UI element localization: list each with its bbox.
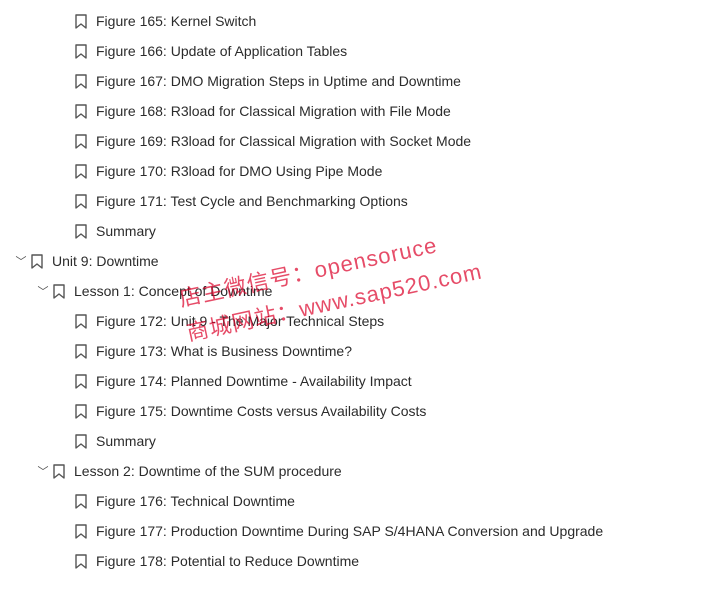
tree-item-label: Figure 172: Unit 9 - The Major Technical… — [90, 313, 384, 329]
tree-item-label: Figure 176: Technical Downtime — [90, 493, 295, 509]
bookmark-icon — [72, 374, 90, 389]
tree-item[interactable]: ﹀Figure 165: Kernel Switch — [0, 6, 728, 36]
tree-item-label: Figure 165: Kernel Switch — [90, 13, 256, 29]
tree-item-label: Figure 167: DMO Migration Steps in Uptim… — [90, 73, 461, 89]
tree-item-label: Figure 170: R3load for DMO Using Pipe Mo… — [90, 163, 382, 179]
bookmark-icon — [72, 434, 90, 449]
tree-item[interactable]: ﹀Summary — [0, 426, 728, 456]
bookmark-icon — [72, 524, 90, 539]
bookmark-icon — [72, 194, 90, 209]
bookmark-icon — [72, 14, 90, 29]
tree-item-label: Figure 171: Test Cycle and Benchmarking … — [90, 193, 408, 209]
tree-item[interactable]: ﹀Figure 174: Planned Downtime - Availabi… — [0, 366, 728, 396]
tree-item-label: Unit 9: Downtime — [46, 253, 159, 269]
chevron-down-icon[interactable]: ﹀ — [36, 283, 50, 299]
bookmark-icon — [28, 254, 46, 269]
tree-group[interactable]: ﹀ Lesson 1: Concept of Downtime — [0, 276, 728, 306]
bookmark-icon — [50, 284, 68, 299]
tree-item-label: Figure 173: What is Business Downtime? — [90, 343, 352, 359]
tree-item[interactable]: ﹀Figure 178: Potential to Reduce Downtim… — [0, 546, 728, 576]
bookmark-icon — [72, 44, 90, 59]
tree-item[interactable]: ﹀Summary — [0, 216, 728, 246]
tree-item[interactable]: ﹀Figure 172: Unit 9 - The Major Technica… — [0, 306, 728, 336]
tree-item-label: Summary — [90, 433, 156, 449]
tree-item-label: Figure 175: Downtime Costs versus Availa… — [90, 403, 426, 419]
tree-item-label: Figure 177: Production Downtime During S… — [90, 523, 603, 539]
tree-item[interactable]: ﹀Figure 166: Update of Application Table… — [0, 36, 728, 66]
bookmark-icon — [72, 314, 90, 329]
bookmark-icon — [72, 224, 90, 239]
tree-item-label: Lesson 1: Concept of Downtime — [68, 283, 272, 299]
tree-item[interactable]: ﹀Figure 177: Production Downtime During … — [0, 516, 728, 546]
tree-item-label: Figure 169: R3load for Classical Migrati… — [90, 133, 471, 149]
tree-item[interactable]: ﹀Figure 176: Technical Downtime — [0, 486, 728, 516]
tree-item[interactable]: ﹀Figure 173: What is Business Downtime? — [0, 336, 728, 366]
bookmark-tree: ﹀Figure 165: Kernel Switch﹀Figure 166: U… — [0, 0, 728, 582]
bookmark-icon — [72, 164, 90, 179]
tree-item-label: Figure 166: Update of Application Tables — [90, 43, 347, 59]
bookmark-icon — [72, 404, 90, 419]
tree-item[interactable]: ﹀Figure 169: R3load for Classical Migrat… — [0, 126, 728, 156]
tree-item-label: Figure 178: Potential to Reduce Downtime — [90, 553, 359, 569]
tree-item[interactable]: ﹀Figure 168: R3load for Classical Migrat… — [0, 96, 728, 126]
bookmark-icon — [72, 344, 90, 359]
tree-item-label: Summary — [90, 223, 156, 239]
bookmark-icon — [50, 464, 68, 479]
tree-item[interactable]: ﹀Figure 171: Test Cycle and Benchmarking… — [0, 186, 728, 216]
tree-item-label: Figure 174: Planned Downtime - Availabil… — [90, 373, 412, 389]
bookmark-icon — [72, 134, 90, 149]
chevron-down-icon[interactable]: ﹀ — [14, 253, 28, 269]
tree-group[interactable]: ﹀ Unit 9: Downtime — [0, 246, 728, 276]
tree-item-label: Figure 168: R3load for Classical Migrati… — [90, 103, 451, 119]
tree-item[interactable]: ﹀Figure 167: DMO Migration Steps in Upti… — [0, 66, 728, 96]
tree-item-label: Lesson 2: Downtime of the SUM procedure — [68, 463, 342, 479]
bookmark-icon — [72, 104, 90, 119]
tree-group[interactable]: ﹀ Lesson 2: Downtime of the SUM procedure — [0, 456, 728, 486]
tree-item[interactable]: ﹀Figure 170: R3load for DMO Using Pipe M… — [0, 156, 728, 186]
bookmark-icon — [72, 74, 90, 89]
bookmark-icon — [72, 554, 90, 569]
bookmark-icon — [72, 494, 90, 509]
tree-item[interactable]: ﹀Figure 175: Downtime Costs versus Avail… — [0, 396, 728, 426]
chevron-down-icon[interactable]: ﹀ — [36, 463, 50, 479]
